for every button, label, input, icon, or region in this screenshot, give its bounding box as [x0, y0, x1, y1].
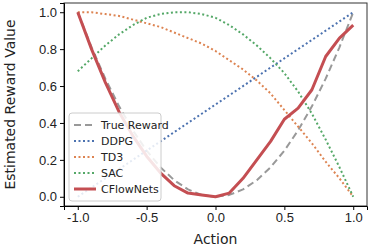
y-tick: 1.0 — [39, 5, 64, 20]
x-tick-label: -1.0 — [67, 210, 89, 225]
plot-frame — [64, 3, 367, 206]
legend-swatch — [74, 124, 96, 126]
series-line — [78, 12, 353, 197]
series-line — [78, 12, 353, 197]
plot-area: -1.0 -0.5 0.0 0.5 1.0 0.0 0.2 0.4 0.6 0.8 1.0 True … — [39, 3, 368, 225]
y-axis-line — [60, 4, 65, 207]
y-tick-label: 1.0 — [39, 5, 57, 20]
chart: -1.0 -0.5 0.0 0.5 1.0 0.0 0.2 0.4 0.6 0.8 1.0 True … — [0, 0, 370, 250]
x-tick: -0.5 — [136, 206, 158, 225]
legend-label: DDPG — [101, 135, 133, 148]
y-tick-mark — [60, 12, 64, 13]
x-tick-label: 0.5 — [276, 210, 294, 225]
legend-label: TD3 — [100, 151, 123, 164]
y-tick-label: 0.4 — [39, 116, 57, 131]
y-tick-label: 0.2 — [39, 153, 57, 168]
y-tick: 0.2 — [39, 153, 64, 168]
y-axis-label: Estimated Reward Value — [2, 19, 18, 189]
x-tick: 0.0 — [207, 206, 225, 225]
series-line — [78, 12, 353, 197]
legend-swatch — [74, 188, 96, 191]
x-tick: -1.0 — [67, 206, 89, 225]
legend-swatch — [74, 172, 96, 174]
y-tick-mark — [60, 49, 64, 50]
y-tick-mark — [60, 160, 64, 161]
x-tick-label: 1.0 — [345, 210, 363, 225]
y-tick-label: 0.6 — [39, 79, 57, 94]
y-tick: 0.6 — [39, 79, 64, 94]
series-line — [78, 12, 353, 197]
y-tick-label: 0.8 — [39, 42, 57, 57]
y-tick: 0.8 — [39, 42, 64, 57]
legend-label: CFlowNets — [101, 183, 159, 196]
y-tick-mark — [60, 197, 64, 198]
legend: True Reward DDPG TD3 SAC CFlowNets — [69, 113, 169, 201]
legend-swatch — [74, 140, 96, 142]
series-line — [78, 12, 353, 197]
legend-swatch — [74, 156, 96, 158]
y-tick-mark — [60, 123, 64, 124]
x-axis-label: Action — [194, 231, 238, 247]
x-tick-label: -0.5 — [136, 210, 158, 225]
x-tick: 0.5 — [276, 206, 294, 225]
x-tick-label: 0.0 — [207, 210, 225, 225]
y-tick-label: 0.0 — [39, 189, 57, 204]
y-axis: 0.0 0.2 0.4 0.6 0.8 1.0 — [39, 4, 65, 207]
lines — [78, 12, 353, 197]
y-tick: 0.0 — [39, 189, 64, 204]
x-axis: -1.0 -0.5 0.0 0.5 1.0 — [65, 206, 368, 225]
legend-label: True Reward — [100, 119, 169, 132]
x-tick: 1.0 — [345, 206, 363, 225]
legend-label: SAC — [101, 167, 124, 180]
y-tick-mark — [60, 86, 64, 87]
y-tick: 0.4 — [39, 116, 64, 131]
